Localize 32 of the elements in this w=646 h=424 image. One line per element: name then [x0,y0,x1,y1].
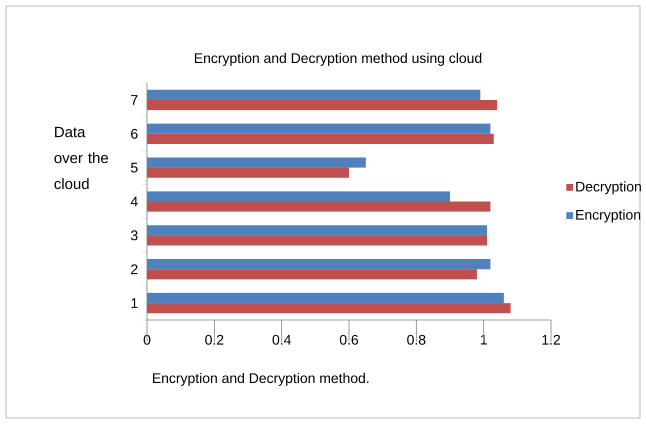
y-tick-label: 3 [130,230,138,240]
x-tick-label: 0.8 [407,334,426,345]
y-tick-label: 2 [131,264,138,274]
x-axis-title: Encryption and Decryption method. [152,372,368,386]
bar [147,202,490,212]
bar [147,124,490,134]
chart-title: Encryption and Decryption method using cloud [194,52,482,66]
y-tick-label: 6 [131,128,138,139]
bar [147,259,490,270]
bar [147,225,488,236]
bar [147,90,480,100]
legend-label: Decryption [576,181,641,194]
bar [147,191,450,202]
legend-label: Encryption [576,209,640,222]
bar [147,235,488,246]
bar [147,269,477,280]
x-tick-label: 1.2 [542,334,560,345]
y-tick-label: 7 [131,95,138,105]
bar [147,157,366,168]
y-tick-label: 5 [130,162,138,173]
bar [147,168,350,178]
x-tick-label: 0.2 [205,334,224,345]
x-tick-label: 0 [144,334,150,345]
bar [147,303,511,314]
x-tick-label: 0.4 [272,334,291,345]
bar [147,100,498,110]
y-tick-label: 1 [131,298,138,308]
bar [147,292,504,304]
y-axis-title: Data over the cloud [54,126,108,190]
x-tick-label: 0.6 [340,334,358,345]
y-tick-label: 4 [130,196,138,206]
bar [147,134,494,144]
